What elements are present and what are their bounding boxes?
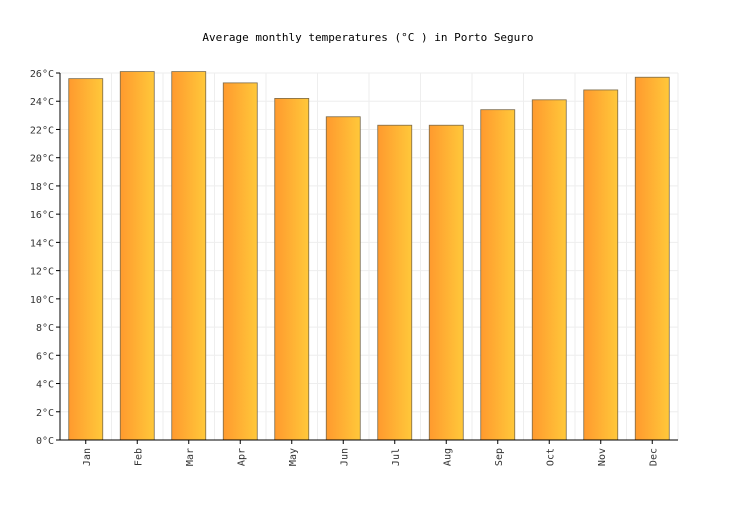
bar-jan	[68, 78, 104, 441]
chart-title: Average monthly temperatures (°C ) in Po…	[202, 31, 533, 44]
y-tick-label: 10°C	[30, 295, 54, 306]
y-tick-labels: 0°C 2°C 4°C 6°C 8°C 10°C 12°C 14°C 16°C 18°C 20°C 2…	[30, 69, 54, 447]
y-tick-label: 6°C	[36, 351, 54, 362]
bar-oct	[531, 99, 567, 441]
y-tick-label: 16°C	[30, 210, 54, 221]
y-tick-label: 8°C	[36, 323, 54, 334]
y-tick-label: 20°C	[30, 154, 54, 165]
bar-jun	[325, 116, 361, 441]
y-tick-label: 4°C	[36, 380, 54, 391]
bar-aug	[428, 124, 464, 441]
x-tick-label: Jun	[339, 448, 350, 466]
bar-feb	[119, 71, 155, 441]
x-tick-label: Apr	[236, 448, 247, 466]
x-tick-label: Mar	[185, 448, 196, 466]
x-tick-label: May	[288, 448, 299, 466]
x-tick-label: Jul	[391, 448, 402, 466]
x-tick-label: Nov	[597, 448, 608, 466]
axis-layer	[56, 72, 678, 444]
y-tick-label: 14°C	[30, 238, 54, 249]
y-tick-label: 0°C	[36, 436, 54, 447]
bar-sep	[480, 109, 516, 441]
bar-may	[274, 98, 310, 441]
bar-mar	[171, 71, 207, 441]
y-tick-label: 26°C	[30, 69, 54, 80]
grid-layer	[59, 72, 679, 441]
y-tick-label: 2°C	[36, 408, 54, 419]
y-tick-label: 24°C	[30, 97, 54, 108]
x-tick-label: Jan	[82, 448, 93, 466]
bar-dec	[634, 76, 670, 441]
x-tick-labels: Jan Feb Mar Apr May Jun Jul Aug Sep Oct Nov Dec	[82, 448, 660, 466]
x-tick-label: Sep	[494, 448, 505, 466]
x-tick-label: Feb	[133, 448, 144, 466]
bar-apr	[222, 82, 258, 441]
x-tick-label: Dec	[648, 448, 659, 466]
y-tick-label: 22°C	[30, 125, 54, 136]
y-tick-label: 12°C	[30, 267, 54, 278]
bar-jul	[377, 124, 413, 441]
y-tick-label: 18°C	[30, 182, 54, 193]
x-tick-label: Oct	[545, 448, 556, 466]
bar-nov	[583, 89, 619, 441]
x-tick-label: Aug	[442, 448, 453, 466]
bars-layer	[68, 71, 670, 441]
